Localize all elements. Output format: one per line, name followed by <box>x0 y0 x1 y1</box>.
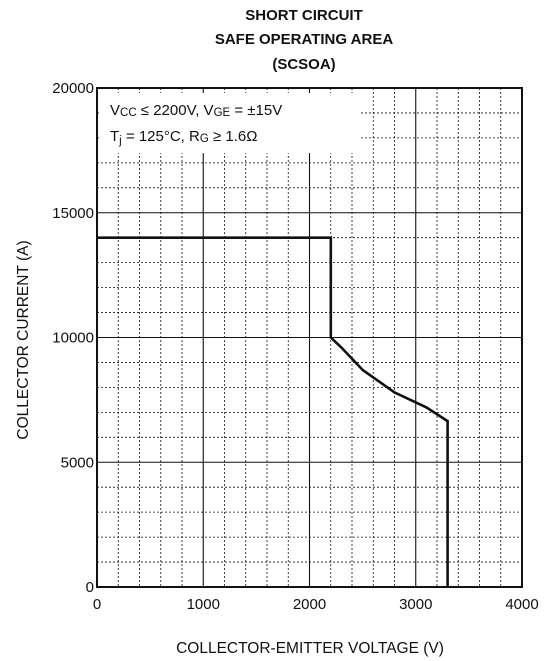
chart-title: SHORT CIRCUIT SAFE OPERATING AREA (SCSOA… <box>215 7 394 73</box>
x-tick-label: 4000 <box>505 596 538 613</box>
y-tick-label: 5000 <box>61 454 94 471</box>
plot-frame <box>96 87 523 588</box>
operating-conditions: VCC ≤ 2200V, VGE = ±15V Tj = 125°C, RG ≥… <box>101 93 359 153</box>
y-tick-label: 15000 <box>52 205 94 222</box>
x-axis-label: COLLECTOR-EMITTER VOLTAGE (V) <box>176 640 444 657</box>
scsoa-boundary-line <box>97 236 449 587</box>
conditions-line-2: Tj = 125°C, RG ≥ 1.6Ω <box>110 128 257 147</box>
x-tick-label: 1000 <box>187 596 220 613</box>
y-tick-label: 0 <box>86 579 94 596</box>
conditions-backdrop <box>101 93 359 153</box>
chart-title-line-3: (SCSOA) <box>272 56 335 73</box>
chart-title-line-1: SHORT CIRCUIT <box>245 7 363 24</box>
y-axis-ticks: 0 5000 10000 15000 20000 <box>52 80 94 596</box>
x-axis-ticks: 0 1000 2000 3000 4000 <box>93 596 539 613</box>
x-tick-label: 2000 <box>293 596 326 613</box>
chart-title-line-2: SAFE OPERATING AREA <box>215 31 394 48</box>
x-tick-label: 3000 <box>399 596 432 613</box>
y-tick-label: 20000 <box>52 80 94 97</box>
y-axis-label: COLLECTOR CURRENT (A) <box>15 240 32 439</box>
conditions-line-1: VCC ≤ 2200V, VGE = ±15V <box>110 102 282 119</box>
plot-grid <box>97 88 522 587</box>
y-tick-label: 10000 <box>52 330 94 347</box>
x-tick-label: 0 <box>93 596 101 613</box>
